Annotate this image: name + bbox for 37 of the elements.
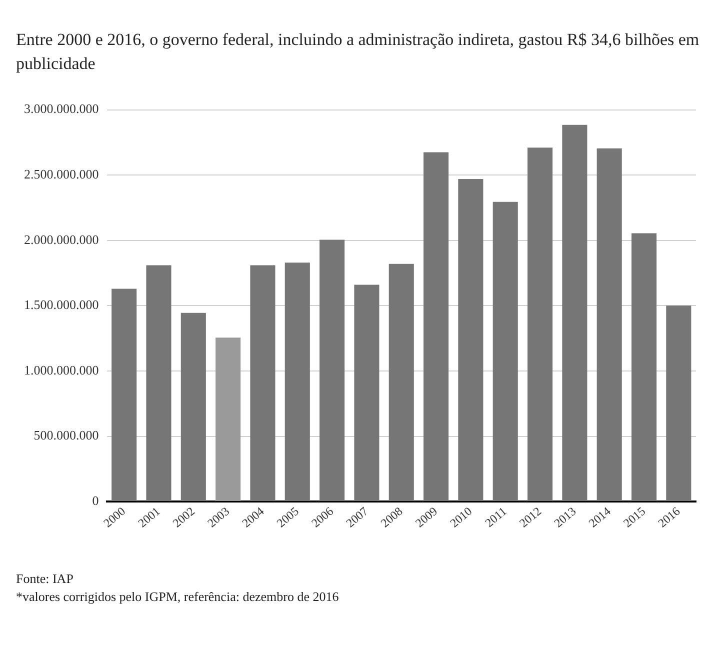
- bar: [146, 265, 172, 502]
- x-tick-label: 2002: [170, 504, 198, 530]
- x-tick-label: 2003: [204, 504, 232, 530]
- bar: [666, 306, 692, 502]
- x-tick-label: 2011: [482, 504, 510, 530]
- bar: [284, 262, 310, 502]
- y-tick-label: 500.000.000: [34, 428, 99, 443]
- x-tick-label: 2012: [516, 504, 544, 530]
- bar: [112, 288, 137, 502]
- x-tick-label: 2001: [135, 504, 163, 530]
- bar: [250, 265, 276, 502]
- bar: [320, 240, 345, 502]
- x-tick-label: 2009: [412, 504, 440, 530]
- x-tick-label: 2008: [378, 504, 406, 530]
- x-tick-label: 2000: [100, 504, 128, 530]
- bar: [458, 179, 484, 502]
- y-tick-label: 2.000.000.000: [24, 232, 99, 247]
- source-note: Fonte: IAP: [16, 570, 74, 588]
- bar: [388, 264, 414, 502]
- x-tick-label: 2010: [447, 504, 475, 530]
- bar: [180, 312, 206, 502]
- bar: [216, 338, 241, 502]
- x-tick-label: 2013: [551, 504, 579, 530]
- chart-title: Entre 2000 e 2016, o governo federal, incluindo a administração indireta, gastou R$ 34,6 bilhões em publicidade: [16, 29, 700, 75]
- y-tick-label: 0: [92, 492, 99, 508]
- y-tick-label: 1.500.000.000: [24, 297, 99, 312]
- y-tick-label: 1.000.000.000: [24, 362, 99, 378]
- y-tick-label: 3.000.000.000: [24, 101, 99, 116]
- bar: [631, 233, 657, 502]
- y-tick-label: 2.500.000.000: [24, 166, 99, 182]
- bar: [354, 284, 380, 502]
- bar: [492, 202, 518, 502]
- text: *valores corrigidos pelo IGPM, referência: dezembro de 2016: [16, 588, 340, 606]
- bar: [424, 152, 449, 502]
- bar: [528, 148, 553, 502]
- bar: [562, 124, 588, 502]
- bar: [596, 148, 622, 502]
